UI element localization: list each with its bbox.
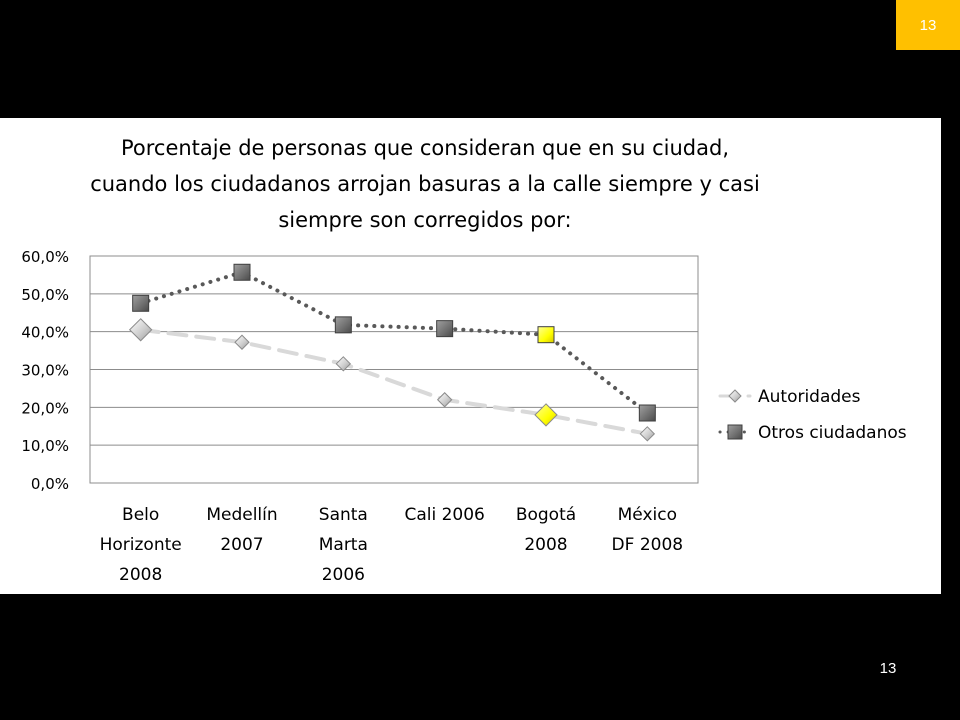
chart-title-line: siempre son corregidos por: bbox=[278, 208, 572, 232]
highlight-diamond-marker bbox=[534, 403, 558, 427]
chart-title-line: Porcentaje de personas que consideran qu… bbox=[120, 136, 730, 160]
series-line-autoridades bbox=[138, 327, 650, 436]
series-line-otros bbox=[138, 270, 650, 416]
y-tick-label: 30,0% bbox=[21, 362, 69, 380]
diamond-marker bbox=[234, 334, 250, 350]
square-marker bbox=[233, 263, 251, 281]
chart-title-line: cuando los ciudadanos arrojan basuras a … bbox=[90, 172, 760, 196]
y-tick-label: 60,0% bbox=[21, 248, 69, 266]
legend-label: Otros ciudadanos bbox=[758, 423, 907, 443]
legend-square-marker bbox=[727, 424, 743, 440]
diamond-marker bbox=[436, 392, 453, 408]
legend-diamond-marker bbox=[728, 389, 742, 403]
y-tick-label: 10,0% bbox=[21, 437, 69, 455]
square-marker bbox=[436, 320, 454, 338]
chart-panel: Porcentaje de personas que consideran qu… bbox=[0, 118, 941, 594]
x-tick-label: Medellín 2007 bbox=[206, 505, 277, 555]
slide-number-badge: 13 bbox=[896, 0, 960, 50]
y-tick-label: 0,0% bbox=[31, 475, 69, 493]
x-tick-label: Bogotá 2008 bbox=[516, 505, 576, 555]
y-tick-label: 40,0% bbox=[21, 324, 69, 342]
y-tick-label: 50,0% bbox=[21, 286, 69, 304]
x-tick-label: México DF 2008 bbox=[612, 505, 684, 555]
y-tick-label: 20,0% bbox=[21, 399, 69, 417]
line-chart: 0,0% 10,0% 20,0% 30,0% 40,0% 50,0% 60,0% Belo Ho… bbox=[21, 248, 907, 585]
diamond-marker bbox=[335, 356, 352, 372]
diamond-marker bbox=[128, 318, 153, 342]
diamond-marker bbox=[639, 426, 656, 442]
slide-number: 13 bbox=[879, 660, 897, 677]
square-marker bbox=[638, 404, 656, 422]
legend-label: Autoridades bbox=[758, 387, 861, 407]
square-marker bbox=[334, 316, 352, 334]
x-tick-label: Santa Marta 2006 bbox=[319, 505, 368, 585]
x-tick-label: Belo Horizonte 2008 bbox=[100, 505, 182, 585]
chart-title: Porcentaje de personas que consideran qu… bbox=[60, 130, 790, 238]
square-marker bbox=[132, 294, 150, 312]
x-tick-label: Cali 2006 bbox=[404, 505, 484, 525]
highlight-square-marker bbox=[537, 326, 555, 344]
